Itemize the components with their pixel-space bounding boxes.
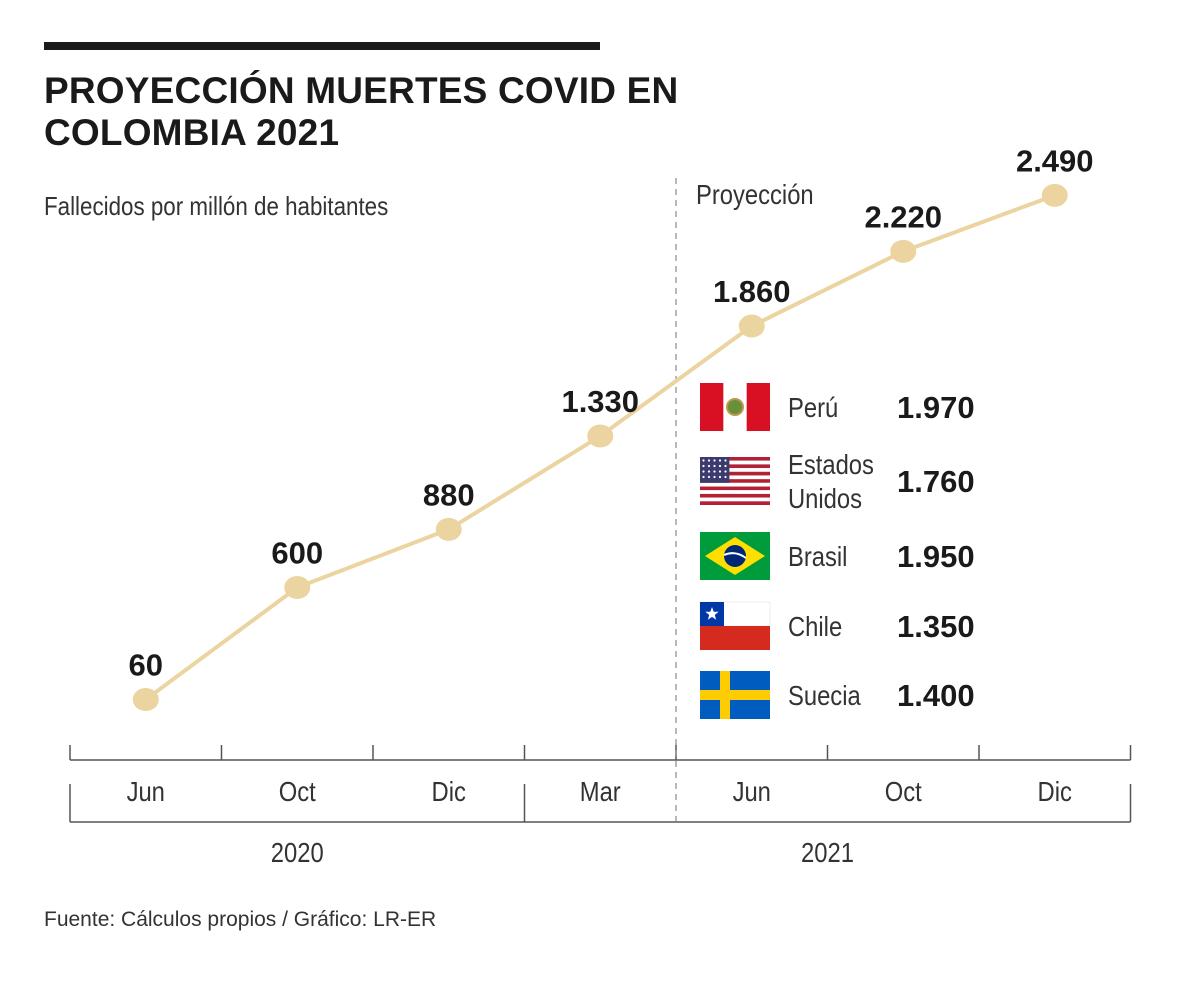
data-point <box>738 314 765 338</box>
usa-star <box>718 464 722 468</box>
source-footer: Fuente: Cálculos propios / Gráfico: LR-E… <box>44 908 437 931</box>
usa-stripe <box>700 460 770 465</box>
x-tick-label: Oct <box>885 775 923 807</box>
usa-stripe <box>700 501 770 505</box>
usa-stripe <box>700 490 770 494</box>
usa-flag <box>700 457 770 505</box>
legend-value: 1.400 <box>897 678 975 713</box>
data-label: 1.330 <box>561 384 639 419</box>
data-label: 60 <box>129 648 163 683</box>
legend-country-label: Brasil <box>788 540 847 572</box>
usa-star <box>713 464 716 468</box>
chile-red-band <box>700 626 770 650</box>
x-tick-label: Dic <box>1038 775 1072 807</box>
title-rule <box>44 42 600 50</box>
projection-label: Proyección <box>696 178 814 210</box>
legend-value: 1.760 <box>897 464 975 499</box>
legend-row: Brasil 1.950 <box>700 532 975 580</box>
legend-row: Suecia 1.400 <box>700 671 975 719</box>
usa-star <box>702 475 705 479</box>
x-tick-label: Mar <box>580 775 621 807</box>
peru-flag <box>700 383 770 431</box>
usa-stripe <box>700 471 770 476</box>
chart-subtitle: Fallecidos por millón de habitantes <box>44 191 389 221</box>
data-point <box>132 688 159 712</box>
sweden-cross-horizontal <box>700 690 770 700</box>
legend-row: Chile 1.350 <box>699 601 975 650</box>
usa-stripe <box>700 475 770 480</box>
usa-star <box>707 464 711 468</box>
x-tick-label: Oct <box>279 775 317 807</box>
data-label: 880 <box>423 477 475 512</box>
usa-stripe <box>700 479 770 483</box>
data-point <box>587 424 614 448</box>
series-line <box>132 183 1068 712</box>
usa-stripe <box>700 486 770 491</box>
data-label: 2.490 <box>1016 143 1094 178</box>
usa-star <box>724 475 727 479</box>
brazil-globe <box>724 545 746 567</box>
data-point <box>1041 183 1068 207</box>
usa-stripe <box>700 468 770 472</box>
x-tick-label: Jun <box>733 775 771 807</box>
usa-star <box>718 459 722 462</box>
legend-country-label: Estados <box>788 448 874 480</box>
peru-coat-of-arms <box>726 398 744 416</box>
usa-star <box>713 470 716 473</box>
legend-country-label: Perú <box>788 391 838 423</box>
brazil-band <box>723 552 747 559</box>
x-tick-label: Dic <box>432 775 466 807</box>
data-label: 600 <box>271 536 323 571</box>
chile-flag <box>699 601 771 650</box>
legend-row: Perú 1.970 <box>700 383 975 431</box>
usa-stripe <box>700 464 770 469</box>
usa-star <box>707 459 711 462</box>
year-label: 2021 <box>801 836 854 868</box>
usa-star <box>707 470 711 473</box>
legend-value: 1.350 <box>897 609 975 644</box>
data-point <box>435 517 462 541</box>
data-label: 1.860 <box>713 274 791 309</box>
usa-stripe <box>700 497 770 502</box>
usa-stripe <box>700 482 770 487</box>
brazil-flag <box>700 532 770 580</box>
chart-title: PROYECCIÓN MUERTES COVID EN COLOMBIA 202… <box>44 70 679 153</box>
usa-stripe <box>700 457 770 461</box>
sweden-flag <box>700 671 770 719</box>
usa-star <box>713 459 716 462</box>
x-axis: Jun Oct Dic Mar Jun Oct Dic 2020 2021 Proyección <box>69 178 1132 868</box>
data-label: 2.220 <box>864 199 942 234</box>
usa-star <box>724 470 727 473</box>
legend-value: 1.950 <box>897 539 975 574</box>
data-point <box>284 576 311 599</box>
usa-star <box>724 459 727 462</box>
legend-country-label: Suecia <box>788 679 861 711</box>
usa-star <box>707 475 711 479</box>
usa-star <box>702 459 705 462</box>
usa-star <box>713 475 716 479</box>
usa-star <box>702 464 705 468</box>
data-point <box>890 239 917 263</box>
usa-star <box>702 470 705 473</box>
legend-value: 1.970 <box>897 390 975 425</box>
usa-star <box>724 464 727 468</box>
data-labels: 60 600 880 1.330 1.860 2.220 2.490 <box>129 143 1094 682</box>
usa-star <box>718 475 722 479</box>
year-label: 2020 <box>271 836 324 868</box>
legend-country-label: Chile <box>788 610 842 642</box>
legend-country-label: Unidos <box>788 482 862 514</box>
usa-star <box>718 470 722 473</box>
x-tick-label: Jun <box>127 775 165 807</box>
chile-star <box>705 607 719 620</box>
usa-stripe <box>700 493 770 498</box>
